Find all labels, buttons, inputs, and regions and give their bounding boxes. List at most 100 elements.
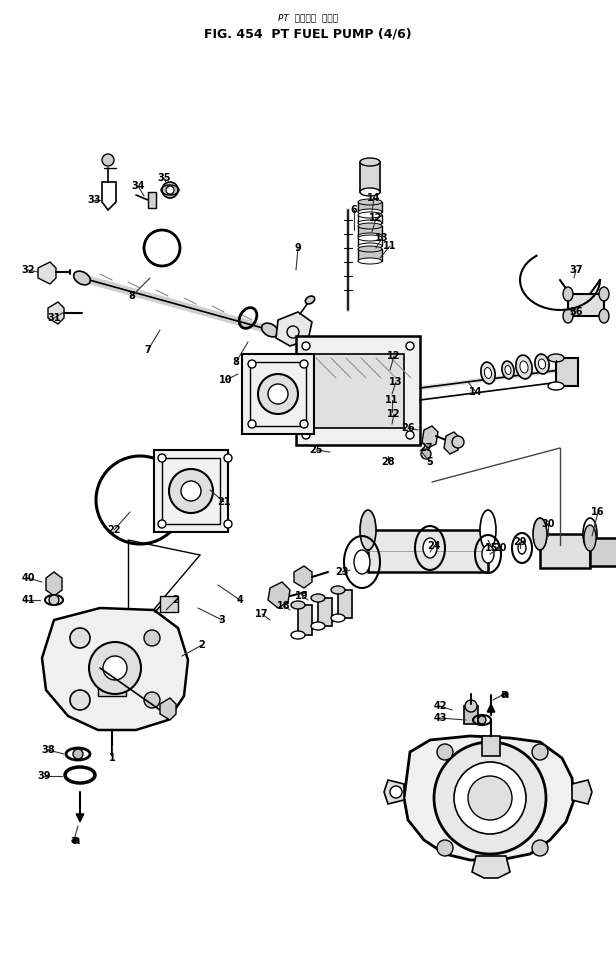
Text: a: a [71,835,77,845]
Bar [464,706,478,724]
Ellipse shape [520,361,528,373]
Circle shape [406,342,414,350]
Text: 11: 11 [383,241,397,251]
Text: a: a [71,834,80,847]
Circle shape [49,595,59,605]
Polygon shape [46,572,62,596]
Bar [590,538,616,566]
Polygon shape [276,312,312,346]
Text: 4: 4 [237,595,243,605]
Text: 12: 12 [387,409,401,419]
Bar [242,354,314,434]
Circle shape [70,690,90,710]
Circle shape [166,186,174,194]
Polygon shape [444,432,460,454]
Ellipse shape [354,550,370,574]
Polygon shape [268,582,290,608]
Circle shape [437,744,453,760]
Text: 10: 10 [219,375,233,385]
Text: 21: 21 [217,497,231,507]
Text: 13: 13 [375,233,389,243]
Text: 8: 8 [129,291,136,301]
Ellipse shape [358,220,382,226]
Bar [298,605,312,635]
Bar [312,354,404,428]
Text: PT  フュエル  ポンプ: PT フュエル ポンプ [278,14,338,22]
Ellipse shape [358,209,382,215]
Circle shape [158,454,166,462]
Text: 42: 42 [433,701,447,711]
Text: 12: 12 [369,213,383,223]
Ellipse shape [358,235,382,241]
Ellipse shape [516,355,532,378]
Text: 43: 43 [433,713,447,723]
Ellipse shape [533,518,547,550]
Polygon shape [422,426,438,448]
Circle shape [302,431,310,439]
Polygon shape [472,856,510,878]
Ellipse shape [584,525,596,551]
Bar [358,226,382,236]
Text: 19: 19 [295,591,309,601]
Text: 18: 18 [277,601,291,611]
Circle shape [434,742,546,854]
Circle shape [248,420,256,428]
Text: 27: 27 [419,443,433,453]
Bar [358,202,382,212]
Text: 25: 25 [309,445,323,455]
Text: 33: 33 [87,195,101,205]
Text: 2: 2 [172,595,179,605]
Ellipse shape [358,258,382,264]
Polygon shape [294,566,312,588]
Text: 3: 3 [219,615,225,625]
Text: 14: 14 [367,193,381,203]
Polygon shape [42,608,188,730]
Text: 29: 29 [513,537,527,547]
Text: 22: 22 [107,525,121,535]
Text: 7: 7 [145,345,152,355]
Circle shape [532,840,548,856]
Ellipse shape [563,309,573,323]
Text: 24: 24 [428,541,441,551]
Ellipse shape [538,359,546,369]
Ellipse shape [583,518,597,550]
Text: FIG. 454  PT FUEL PUMP (4/6): FIG. 454 PT FUEL PUMP (4/6) [204,27,412,41]
Polygon shape [404,736,574,860]
Circle shape [73,749,83,759]
Bar [160,596,178,612]
Text: 5: 5 [427,457,434,467]
Text: 31: 31 [47,313,61,323]
Ellipse shape [548,382,564,390]
Text: 38: 38 [41,745,55,755]
Ellipse shape [331,614,345,622]
Bar [482,736,500,756]
Text: 11: 11 [385,395,399,405]
Text: 35: 35 [157,173,171,183]
Polygon shape [160,698,176,720]
Text: 16: 16 [591,507,605,517]
Circle shape [421,449,431,459]
Ellipse shape [480,510,496,550]
Ellipse shape [360,158,380,166]
Circle shape [248,360,256,368]
Polygon shape [572,780,592,804]
Bar [148,192,156,208]
Text: 30: 30 [541,519,555,529]
Bar [282,368,294,380]
Text: 32: 32 [21,265,34,275]
Circle shape [478,716,486,724]
Ellipse shape [360,188,380,196]
Text: 1: 1 [108,753,115,763]
Ellipse shape [548,354,564,362]
Ellipse shape [331,586,345,594]
Bar [360,162,380,192]
Ellipse shape [599,287,609,301]
Ellipse shape [518,542,526,554]
Text: 17: 17 [255,609,269,619]
Circle shape [390,786,402,798]
Bar [556,358,578,386]
Circle shape [224,454,232,462]
Text: 2: 2 [198,640,205,650]
Circle shape [302,342,310,350]
Text: 14: 14 [469,387,483,397]
